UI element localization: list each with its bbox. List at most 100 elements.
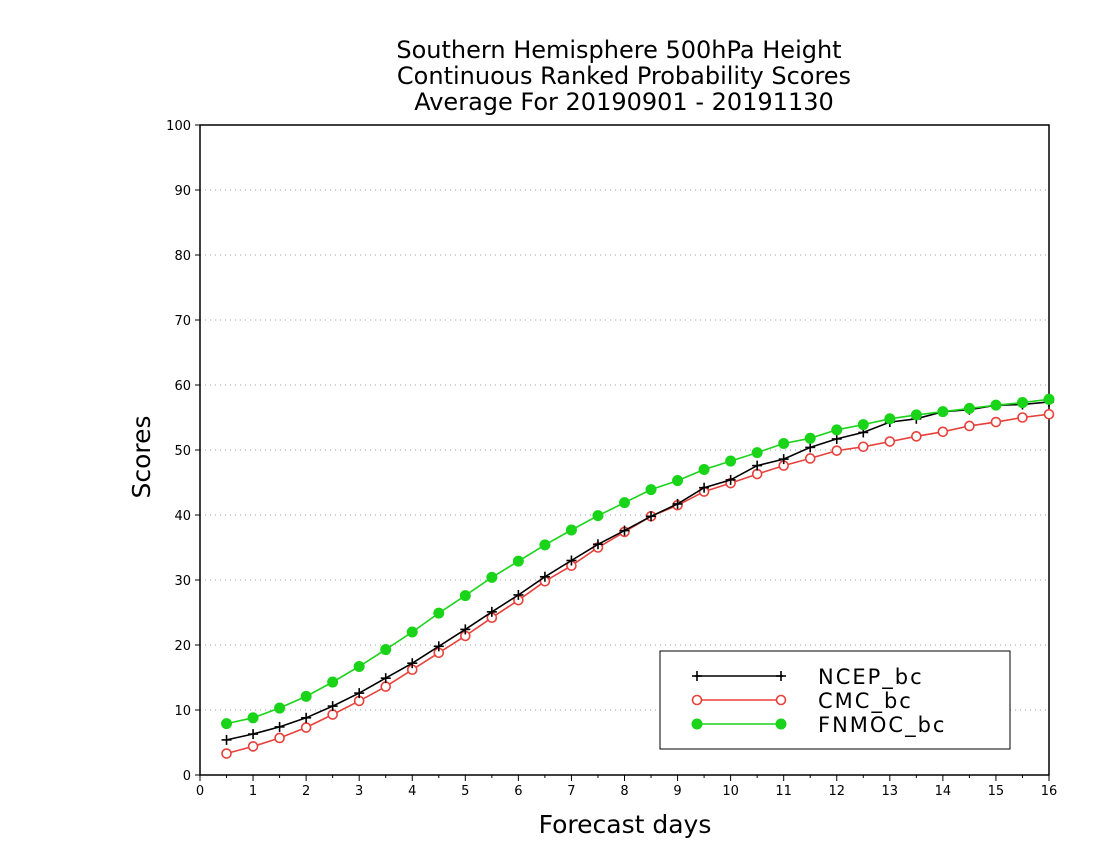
data-point bbox=[964, 420, 975, 432]
data-point bbox=[274, 702, 286, 714]
x-tick-label: 0 bbox=[196, 784, 204, 799]
data-point bbox=[831, 433, 842, 444]
data-point bbox=[805, 442, 816, 453]
x-tick-label: 9 bbox=[673, 784, 681, 799]
data-point bbox=[725, 474, 736, 485]
x-tick-label: 15 bbox=[988, 784, 1005, 799]
legend-label: NCEP_bc bbox=[818, 665, 924, 690]
data-point bbox=[751, 447, 763, 459]
data-point bbox=[990, 416, 1002, 428]
data-point bbox=[565, 524, 577, 536]
legend-item: FNMOC_bc bbox=[691, 713, 946, 738]
x-tick-label: 13 bbox=[882, 784, 899, 799]
data-point bbox=[512, 555, 524, 567]
data-point bbox=[619, 497, 630, 509]
x-tick-label: 14 bbox=[935, 784, 952, 799]
data-point bbox=[327, 709, 338, 720]
data-point bbox=[857, 441, 869, 453]
data-point bbox=[911, 431, 922, 442]
axis-ticks bbox=[195, 124, 1050, 781]
title-line-2: Continuous Ranked Probability Scores bbox=[397, 62, 851, 90]
x-tick-label: 1 bbox=[249, 784, 257, 799]
x-tick-label: 16 bbox=[1041, 784, 1058, 799]
legend-marker bbox=[776, 671, 786, 681]
x-tick-label: 7 bbox=[567, 784, 575, 799]
data-point bbox=[221, 734, 232, 745]
legend-marker bbox=[691, 718, 703, 730]
data-point bbox=[990, 399, 1002, 411]
data-point bbox=[459, 590, 471, 602]
data-point bbox=[672, 498, 683, 509]
data-point bbox=[752, 460, 763, 471]
data-point bbox=[804, 432, 816, 444]
data-point bbox=[274, 721, 285, 732]
data-point bbox=[221, 748, 232, 759]
title-line-3: Average For 20190901 - 20191130 bbox=[414, 88, 834, 116]
data-point bbox=[566, 555, 577, 566]
legend-marker bbox=[775, 694, 787, 706]
title-line-1: Southern Hemisphere 500hPa Height bbox=[396, 36, 841, 64]
data-point bbox=[300, 690, 312, 702]
data-point bbox=[1043, 408, 1055, 420]
legend-label: FNMOC_bc bbox=[818, 713, 946, 738]
data-point bbox=[751, 468, 763, 480]
data-point bbox=[592, 510, 604, 522]
data-point bbox=[884, 413, 896, 425]
x-tick-label: 2 bbox=[302, 784, 310, 799]
legend-marker bbox=[692, 671, 702, 681]
legend-marker bbox=[775, 718, 787, 730]
data-point bbox=[672, 475, 684, 487]
y-tick-label: 100 bbox=[166, 119, 191, 134]
x-tick-label: 5 bbox=[461, 784, 469, 799]
data-point bbox=[327, 701, 338, 712]
data-point bbox=[1043, 393, 1055, 405]
data-point bbox=[433, 641, 444, 652]
legend-item: CMC_bc bbox=[691, 689, 911, 714]
y-tick-label: 70 bbox=[174, 314, 191, 329]
data-point bbox=[380, 673, 391, 684]
x-tick-label: 3 bbox=[355, 784, 363, 799]
data-point bbox=[486, 571, 498, 583]
data-point bbox=[274, 732, 285, 744]
x-tick-label: 4 bbox=[408, 784, 416, 799]
data-point bbox=[247, 741, 259, 752]
data-point bbox=[380, 681, 392, 692]
data-point bbox=[353, 660, 365, 672]
data-point bbox=[327, 676, 339, 688]
data-point bbox=[513, 589, 524, 600]
data-point bbox=[592, 539, 603, 550]
data-point bbox=[539, 571, 550, 582]
x-tick-label: 12 bbox=[828, 784, 845, 799]
data-point bbox=[884, 436, 896, 447]
x-tick-labels: 0 1 2 3 4 5 6 7 8 9 10 11 12 13 14 15 16 bbox=[196, 784, 1057, 799]
data-point bbox=[354, 688, 365, 699]
data-point bbox=[778, 438, 790, 449]
legend-marker bbox=[691, 694, 703, 706]
y-tick-label: 80 bbox=[174, 249, 191, 264]
series-FNMOC_bc bbox=[221, 393, 1055, 730]
data-point bbox=[778, 454, 789, 465]
data-point bbox=[248, 729, 259, 740]
data-point bbox=[460, 624, 471, 635]
chart-title: Southern Hemisphere 500hPa Height Contin… bbox=[396, 36, 851, 116]
data-point bbox=[910, 409, 922, 421]
x-tick-label: 6 bbox=[514, 784, 522, 799]
x-axis-label: Forecast days bbox=[539, 810, 712, 839]
y-tick-label: 0 bbox=[183, 769, 191, 784]
data-point bbox=[831, 424, 843, 436]
y-tick-label: 60 bbox=[174, 379, 191, 394]
data-point bbox=[937, 406, 949, 418]
y-tick-label: 30 bbox=[174, 574, 191, 589]
data-point bbox=[725, 455, 737, 467]
x-tick-label: 8 bbox=[620, 784, 628, 799]
data-point bbox=[857, 419, 869, 431]
gridlines bbox=[200, 189, 1049, 711]
data-point bbox=[646, 511, 657, 522]
data-point bbox=[1016, 397, 1028, 409]
data-point bbox=[963, 402, 975, 414]
x-tick-label: 10 bbox=[722, 784, 739, 799]
y-tick-labels: 0 10 20 30 40 50 60 70 80 90 100 bbox=[166, 119, 191, 784]
data-point bbox=[937, 426, 949, 438]
y-tick-label: 90 bbox=[174, 184, 191, 199]
